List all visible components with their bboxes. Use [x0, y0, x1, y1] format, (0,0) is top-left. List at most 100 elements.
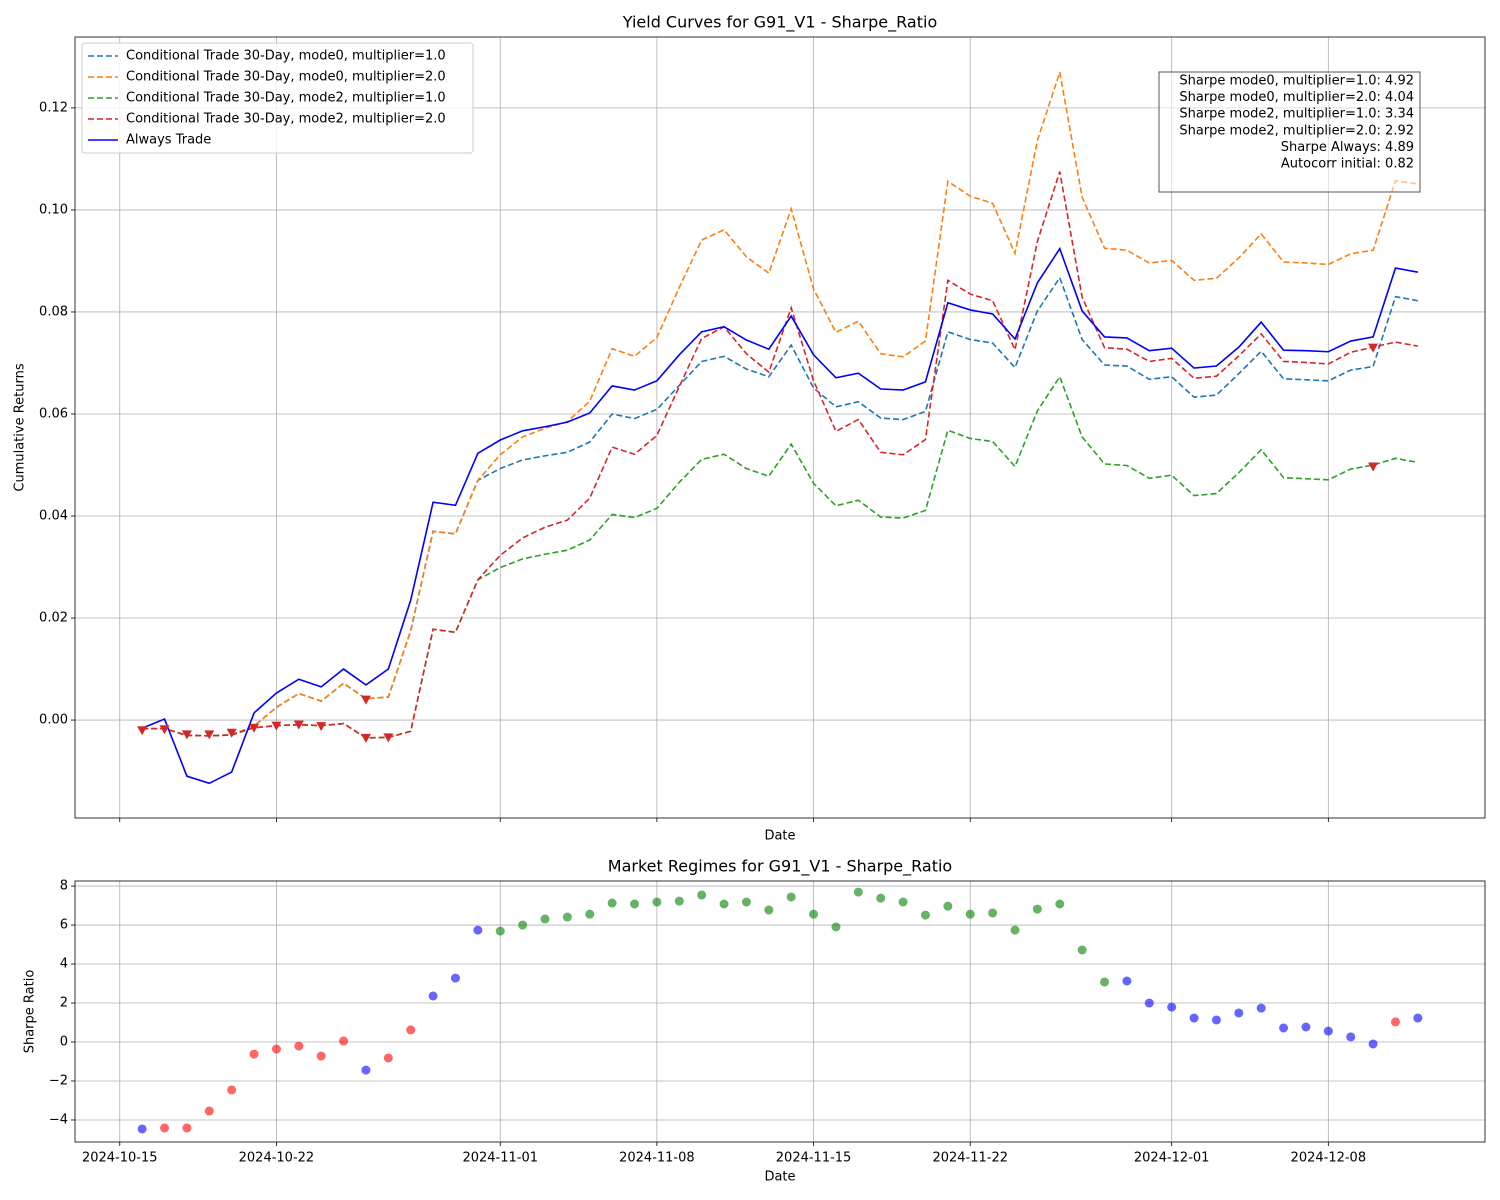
x-axis-label: Date [764, 1170, 795, 1185]
series-line [142, 171, 1419, 739]
y-tick-label: 0.06 [39, 406, 68, 421]
scatter-point [1413, 1013, 1423, 1023]
x-tick-label: 2024-11-15 [776, 1151, 852, 1166]
series-line [142, 71, 1418, 737]
annotation-text: Autocorr initial: 0.82 [1281, 157, 1414, 172]
scatter-point [898, 897, 908, 907]
legend-label: Always Trade [126, 133, 211, 148]
scatter-point [1390, 1017, 1400, 1027]
y-tick-label: 0.00 [39, 713, 68, 728]
scatter-point [1077, 945, 1087, 955]
scatter-point [249, 1049, 259, 1059]
marker [1368, 462, 1379, 472]
marker [181, 730, 192, 740]
marker [360, 695, 371, 705]
scatter-point [182, 1123, 192, 1133]
scatter-point [1055, 899, 1065, 909]
scatter-point [719, 899, 729, 909]
x-tick-label: 2024-10-22 [239, 1151, 315, 1166]
annotation-text: Sharpe mode2, multiplier=2.0: 2.92 [1179, 123, 1414, 138]
scatter-point [294, 1041, 304, 1051]
scatter-point [339, 1036, 349, 1046]
scatter-point [518, 920, 528, 930]
scatter-point [316, 1051, 326, 1061]
scatter-point [674, 896, 684, 906]
scatter-point [383, 1053, 393, 1063]
chart-title: Yield Curves for G91_V1 - Sharpe_Ratio [622, 13, 937, 33]
scatter-point [853, 887, 863, 897]
y-tick-label: 4 [60, 957, 68, 972]
y-tick-label: 8 [60, 879, 68, 894]
plot-frame [74, 36, 1486, 819]
scatter-point [428, 991, 438, 1001]
scatter-point [1122, 976, 1132, 986]
scatter-point [831, 922, 841, 932]
scatter-point [652, 897, 662, 907]
scatter-point [562, 912, 572, 922]
scatter-point [786, 892, 796, 902]
y-axis-label: Sharpe Ratio [23, 970, 38, 1054]
scatter-point [876, 893, 886, 903]
chart-title: Market Regimes for G91_V1 - Sharpe_Ratio [608, 857, 952, 877]
scatter-point [1010, 925, 1020, 935]
scatter-point [741, 897, 751, 907]
x-axis-label: Date [764, 829, 795, 844]
scatter-point [540, 914, 550, 924]
scatter-point [1211, 1015, 1221, 1025]
y-tick-label: 0.12 [39, 100, 68, 115]
marker [383, 733, 394, 743]
legend-label: Conditional Trade 30-Day, mode2, multipl… [126, 91, 446, 106]
scatter-point [160, 1123, 170, 1133]
marker [137, 726, 148, 736]
x-tick-label: 2024-12-08 [1291, 1151, 1367, 1166]
y-tick-label: 0.10 [39, 202, 68, 217]
scatter-point [204, 1106, 214, 1116]
scatter-point [450, 973, 460, 983]
scatter-point [1100, 977, 1110, 987]
annotation-text: Sharpe mode0, multiplier=1.0: 4.92 [1179, 74, 1414, 89]
legend-label: Conditional Trade 30-Day, mode2, multipl… [126, 112, 446, 127]
annotation-box [1158, 71, 1421, 193]
scatter-point [473, 925, 483, 935]
annotation-text: Sharpe mode2, multiplier=1.0: 3.34 [1179, 107, 1414, 122]
scatter-point [1189, 1013, 1199, 1023]
scatter-point [965, 909, 975, 919]
x-tick-label: 2024-11-01 [462, 1151, 538, 1166]
scatter-point [1323, 1026, 1333, 1036]
scatter-point [697, 890, 707, 900]
scatter-point [1256, 1003, 1266, 1013]
y-axis-label: Cumulative Returns [13, 363, 28, 491]
scatter-point [361, 1065, 371, 1075]
scatter-point [495, 926, 505, 936]
scatter-point [607, 898, 617, 908]
legend-label: Conditional Trade 30-Day, mode0, multipl… [126, 49, 446, 64]
scatter-point [920, 910, 930, 920]
y-tick-label: 6 [60, 918, 68, 933]
scatter-point [764, 905, 774, 915]
x-tick-label: 2024-11-22 [932, 1151, 1008, 1166]
scatter-point [809, 909, 819, 919]
y-tick-label: 0.02 [39, 611, 68, 626]
scatter-point [1234, 1008, 1244, 1018]
marker [271, 721, 282, 731]
scatter-point [1301, 1022, 1311, 1032]
scatter-point [227, 1085, 237, 1095]
y-tick-label: −2 [49, 1073, 68, 1088]
scatter-point [1346, 1032, 1356, 1042]
scatter-point [406, 1025, 416, 1035]
x-tick-label: 2024-11-08 [619, 1151, 695, 1166]
scatter-point [943, 901, 953, 911]
marker [293, 720, 304, 730]
series-line [141, 246, 1419, 785]
x-tick-label: 2024-12-01 [1134, 1151, 1210, 1166]
scatter-point [137, 1124, 147, 1134]
marker [226, 728, 237, 738]
marker [360, 733, 371, 743]
plot-frame [74, 880, 1486, 1143]
y-tick-label: 0.04 [39, 509, 68, 524]
legend-label: Conditional Trade 30-Day, mode0, multipl… [126, 70, 446, 85]
y-tick-label: 0.08 [39, 304, 68, 319]
y-tick-label: −4 [49, 1112, 68, 1127]
